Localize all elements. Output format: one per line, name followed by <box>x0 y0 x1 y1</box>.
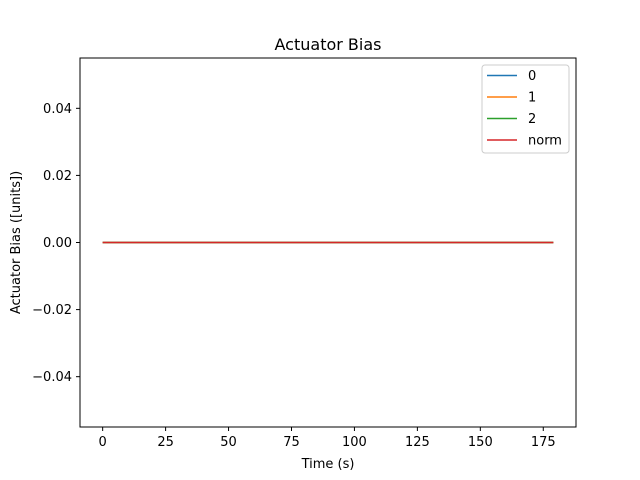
legend-label-1: 1 <box>528 91 536 106</box>
chart-title: Actuator Bias <box>275 35 382 54</box>
y-tick-label: −0.04 <box>32 370 72 385</box>
x-axis-label: Time (s) <box>301 457 355 472</box>
x-axis: 0 25 50 75 100 125 150 175 <box>99 427 556 450</box>
y-tick-label: 0.02 <box>43 169 72 184</box>
x-tick-label: 75 <box>283 435 300 450</box>
y-axis: −0.04 −0.02 0.00 0.02 0.04 <box>32 102 80 385</box>
legend: 0 1 2 norm <box>481 64 570 154</box>
y-tick-label: −0.02 <box>32 303 72 318</box>
x-tick-label: 0 <box>99 435 107 450</box>
plot-frame <box>79 57 577 428</box>
x-tick-label: 125 <box>405 435 430 450</box>
x-tick-label: 50 <box>220 435 237 450</box>
x-tick-label: 175 <box>531 435 556 450</box>
y-tick-label: 0.04 <box>43 102 72 117</box>
legend-label-2: 2 <box>528 112 536 127</box>
y-axis-label: Actuator Bias ([units]) <box>9 171 24 314</box>
legend-label-0: 0 <box>528 69 536 84</box>
y-tick-label: 0.00 <box>43 236 72 251</box>
x-tick-label: 150 <box>468 435 493 450</box>
legend-frame <box>481 64 570 154</box>
x-tick-label: 100 <box>342 435 367 450</box>
x-tick-label: 25 <box>157 435 174 450</box>
legend-label-norm: norm <box>528 134 562 149</box>
